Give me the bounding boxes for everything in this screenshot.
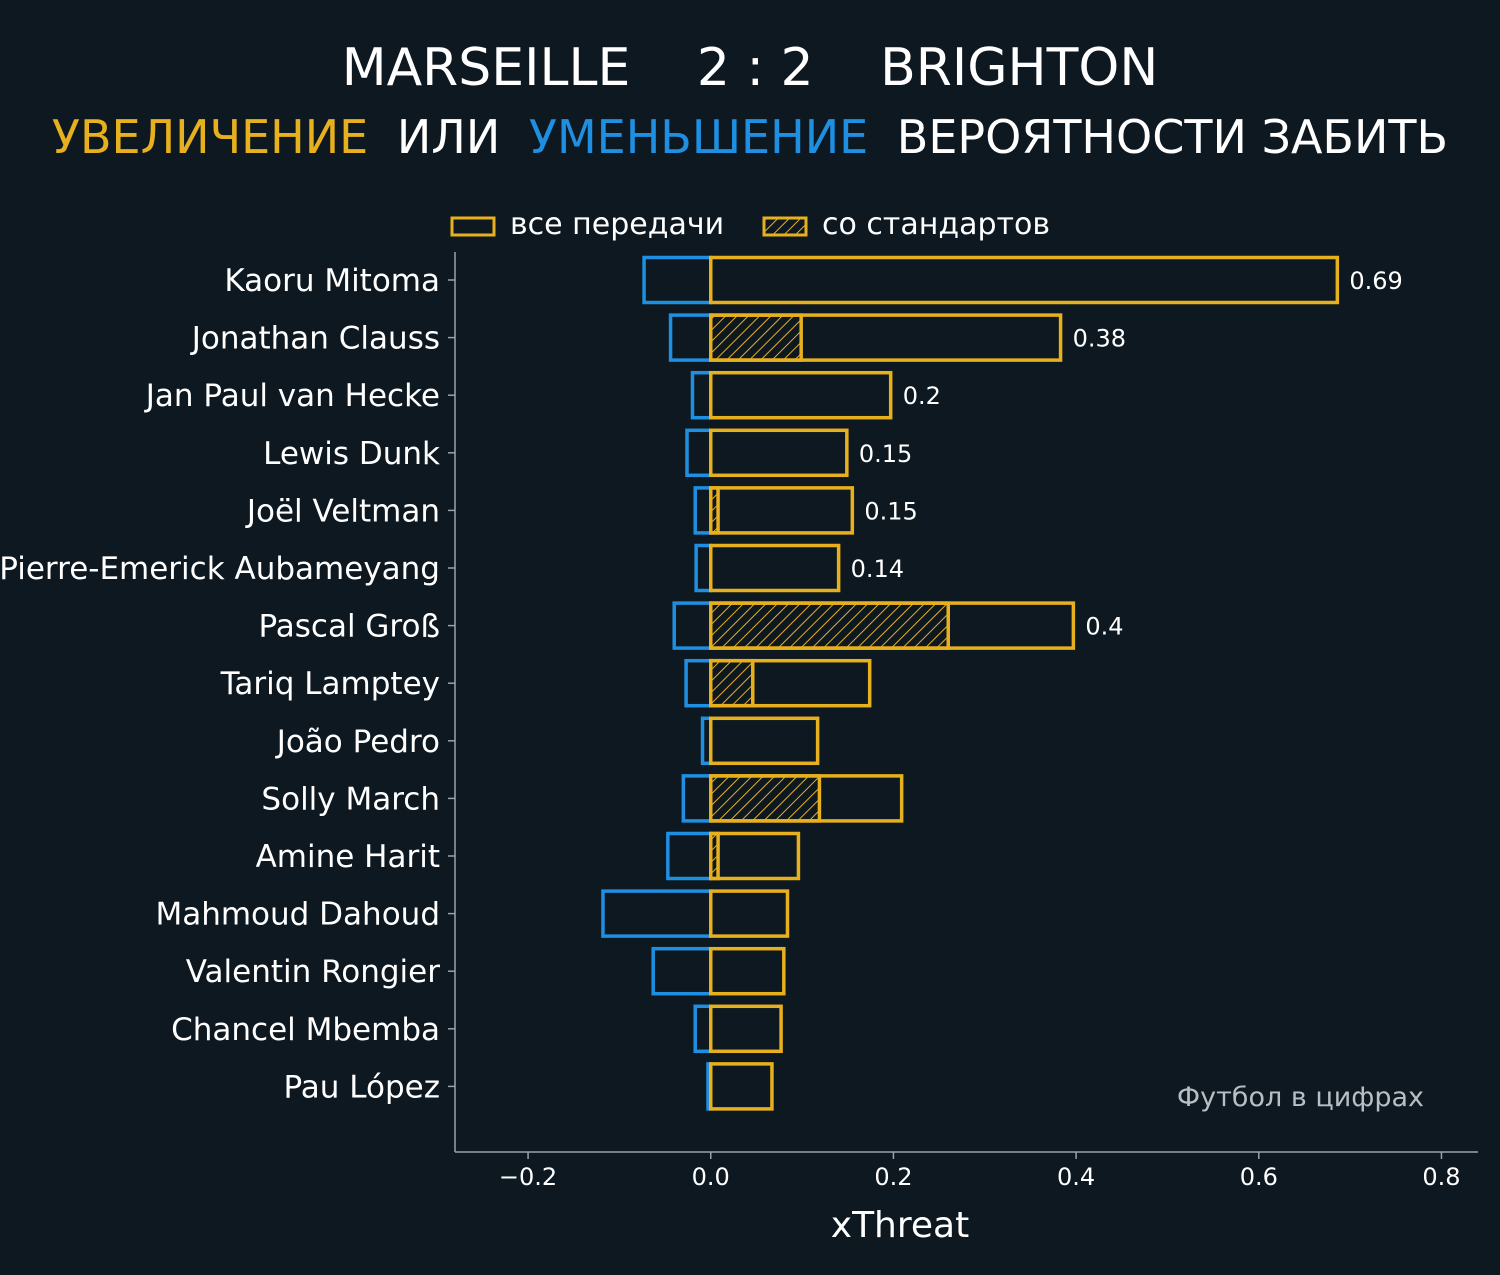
score: 2 : 2 [697,38,814,98]
bar-all-passes-chancel-mbemba [709,1004,783,1054]
legend-swatch-all-passes [450,216,496,237]
subtitle: УВЕЛИЧЕНИЕ ИЛИ УМЕНЬШЕНИЕ ВЕРОЯТНОСТИ ЗА… [52,110,1448,164]
y-label-chancel-mbemba: Chancel Mbemba [171,1012,440,1048]
bar-all-passes-solly-march [709,774,904,823]
y-label-kaoru-mitoma: Kaoru Mitoma [224,263,440,299]
bar-all-passes-jonathan-clauss [709,313,1063,362]
away-team: BRIGHTON [880,38,1158,98]
x-ticks: −0.2 0.0 0.2 0.4 0.6 0.8 [499,1152,1461,1191]
subtitle-increase: УВЕЛИЧЕНИЕ [52,110,368,164]
bar-decrease-jan-paul-van-hecke [690,370,713,420]
data-label-jonathan-clauss: 0.38 [1073,325,1126,353]
bar-decrease-mahmoud-dahoud [601,889,713,938]
bar-set-pieces-solly-march [709,774,822,823]
bar-decrease-valentin-rongier [651,946,713,996]
y-label-pierre-emerick-aubameyang: Pierre-Emerick Aubameyang [0,551,440,587]
x-tick-label-4: 0.6 [1240,1163,1278,1191]
y-label-mahmoud-dahoud: Mahmoud Dahoud [155,897,440,933]
bar-all-passes-pierre-emerick-aubameyang [709,543,841,593]
x-tick-label-5: 0.8 [1422,1163,1460,1191]
title: MARSEILLE 2 : 2 BRIGHTON [342,38,1159,98]
bar-all-passes-pau-lopez [709,1062,774,1111]
legend-label-set-pieces: со стандартов [822,207,1050,242]
bar-decrease-pascal-gross [672,601,713,650]
y-label-joao-pedro: João Pedro [275,724,440,760]
bar-decrease-kaoru-mitoma [642,255,713,305]
legend-swatch-set-pieces [762,216,808,237]
bar-all-passes-lewis-dunk [709,428,849,478]
bar-all-passes-jan-paul-van-hecke [709,370,893,420]
bar-all-passes-joel-veltman [709,486,855,535]
data-label-kaoru-mitoma: 0.69 [1349,267,1402,295]
y-label-jonathan-clauss: Jonathan Clauss [190,321,440,357]
watermark: Футбол в цифрах [1177,1082,1424,1113]
bar-set-pieces-tariq-lamptey [709,658,755,708]
bar-all-passes-joao-pedro [709,716,820,766]
legend: все передачи со стандартов [450,207,1050,242]
data-label-lewis-dunk: 0.15 [859,440,912,468]
subtitle-decrease: УМЕНЬШЕНИЕ [529,110,868,164]
bar-decrease-jonathan-clauss [668,313,713,362]
subtitle-or: ИЛИ [397,110,500,164]
data-label-jan-paul-van-hecke: 0.2 [903,382,941,410]
x-tick-label-3: 0.4 [1057,1163,1095,1191]
bar-all-passes-valentin-rongier [709,946,786,996]
bar-decrease-amine-harit [666,831,713,881]
bars-layer: 0.69 0.38 0.2 0.15 0.15 0.14 0.4 [601,255,1403,1111]
home-team: MARSEILLE [342,38,631,98]
bar-decrease-lewis-dunk [685,428,713,478]
data-label-pascal-gross: 0.4 [1085,613,1123,641]
y-label-jan-paul-van-hecke: Jan Paul van Hecke [144,378,440,414]
y-label-joel-veltman: Joël Veltman [245,493,440,529]
y-label-amine-harit: Amine Harit [256,839,440,875]
data-label-joel-veltman: 0.15 [864,497,917,525]
x-axis-label: xThreat [831,1205,969,1246]
bar-set-pieces-jonathan-clauss [709,313,803,362]
y-label-solly-march: Solly March [261,781,440,817]
bar-decrease-solly-march [681,774,713,823]
bar-decrease-pierre-emerick-aubameyang [694,543,713,593]
bar-all-passes-mahmoud-dahoud [709,889,790,938]
y-label-lewis-dunk: Lewis Dunk [263,436,440,472]
bar-decrease-joel-veltman [693,486,713,535]
bar-all-passes-amine-harit [709,831,801,881]
legend-label-all-passes: все передачи [510,207,724,242]
x-tick-label-2: 0.2 [874,1163,912,1191]
y-tick-labels: Kaoru Mitoma Jonathan Clauss Jan Paul van … [0,263,455,1105]
y-label-tariq-lamptey: Tariq Lamptey [220,666,440,702]
bar-all-passes-tariq-lamptey [709,658,872,708]
y-label-valentin-rongier: Valentin Rongier [186,954,441,990]
bar-decrease-tariq-lamptey [684,658,713,708]
bar-set-pieces-pascal-gross [709,601,950,650]
data-label-pierre-emerick-aubameyang: 0.14 [851,555,904,583]
x-tick-label-0: −0.2 [499,1163,557,1191]
subtitle-rest: ВЕРОЯТНОСТИ ЗАБИТЬ [897,110,1448,164]
x-tick-label-1: 0.0 [692,1163,730,1191]
bar-all-passes-kaoru-mitoma [709,255,1340,305]
y-label-pau-lopez: Pau López [283,1069,440,1105]
y-label-pascal-gross: Pascal Groß [258,609,440,645]
bar-decrease-chancel-mbemba [693,1004,713,1054]
bar-all-passes-pascal-gross [709,601,1076,650]
